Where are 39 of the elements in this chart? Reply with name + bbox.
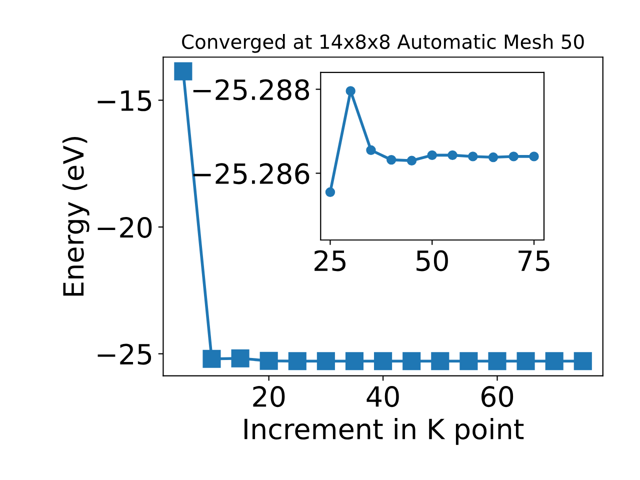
point (325, 187, 336, 197)
point (366, 145, 376, 156)
point (346, 86, 356, 96)
y-tick-label: −25.288 (193, 79, 310, 100)
chart-title: Converged at 14x8x8 Automatic Mesh 50 (182, 34, 584, 53)
point (202, 350, 221, 368)
point (529, 152, 539, 162)
point (574, 352, 592, 370)
y-axis-title: Energy (eV) (62, 136, 90, 296)
point (488, 352, 506, 370)
point (460, 352, 478, 370)
point (468, 152, 478, 162)
point (316, 352, 335, 370)
y-tick-label: −20 (98, 216, 152, 238)
point (260, 352, 278, 370)
point (288, 352, 306, 370)
x-tick-label: 75 (518, 250, 550, 272)
y-tick-label: −15 (98, 90, 152, 112)
point (516, 352, 535, 370)
point (345, 352, 364, 370)
point (427, 150, 437, 160)
point (174, 62, 192, 80)
point (431, 352, 450, 370)
point (402, 352, 421, 370)
x-tick-label: 50 (416, 250, 448, 272)
point (231, 349, 250, 368)
x-axis-title: Increment in K point (244, 418, 524, 445)
point (448, 150, 458, 160)
point (374, 352, 392, 370)
x-tick-label: 40 (366, 386, 399, 408)
point (488, 152, 498, 162)
point (406, 156, 417, 166)
point (508, 152, 518, 162)
x-tick-label: 60 (482, 386, 514, 408)
point (386, 154, 396, 165)
point (545, 352, 564, 370)
y-tick-label: −25 (98, 344, 152, 365)
x-tick-label: 20 (253, 386, 285, 408)
x-tick-label: 25 (314, 250, 346, 272)
